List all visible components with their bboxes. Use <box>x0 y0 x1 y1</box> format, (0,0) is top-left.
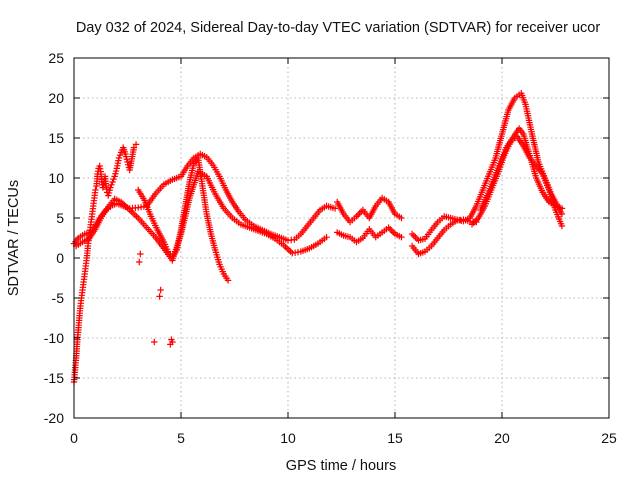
data-point-branch-down <box>224 277 232 284</box>
data-point-late-upper <box>413 235 421 242</box>
x-tick-label: 15 <box>387 430 403 446</box>
y-tick-label: 15 <box>48 130 64 146</box>
data-point-outliers <box>157 286 164 294</box>
data-point-mid-lower <box>398 234 405 241</box>
data-point-early-spike <box>92 186 99 194</box>
data-point-outliers <box>136 258 143 266</box>
data-point-late-mid <box>558 222 566 230</box>
y-tick-label: -10 <box>44 330 64 346</box>
chart-title: Day 032 of 2024, Sidereal Day-to-day VTE… <box>76 20 601 36</box>
data-point-late-upper <box>410 232 417 239</box>
data-point-track-b <box>323 234 330 241</box>
data-point-mid-lower <box>388 227 395 234</box>
y-tick-label: -5 <box>52 290 65 306</box>
plot-frame <box>73 57 610 419</box>
y-tick-label: 25 <box>48 50 64 66</box>
data-point-track-a <box>331 205 339 212</box>
data-points <box>70 90 566 386</box>
data-point-late-branch <box>558 205 566 212</box>
x-tick-label: 25 <box>601 430 617 446</box>
y-tick-label: 10 <box>48 170 64 186</box>
x-tick-label: 5 <box>177 430 185 446</box>
x-tick-label: 0 <box>70 430 78 446</box>
grid-lines <box>74 58 609 418</box>
y-tick-label: -15 <box>44 370 64 386</box>
data-point-outliers <box>137 250 144 258</box>
y-tick-labels: -20 -15 -10 -5 0 5 10 15 20 25 <box>44 50 64 426</box>
data-point-outliers <box>169 338 176 346</box>
data-point-mid-lower <box>386 226 394 233</box>
data-point-early-spike <box>110 176 117 183</box>
data-point-early-spike <box>132 141 140 148</box>
x-tick-label: 10 <box>280 430 296 446</box>
y-tick-label: 0 <box>56 250 64 266</box>
y-tick-label: 5 <box>56 210 64 226</box>
data-point-early-spike <box>115 154 123 162</box>
data-point-outliers <box>156 293 163 300</box>
y-axis-label: SDTVAR / TECUs <box>6 180 22 296</box>
data-point-outliers <box>151 338 158 346</box>
x-axis-label: GPS time / hours <box>286 458 396 474</box>
x-tick-label: 20 <box>494 430 510 446</box>
data-point-early-spike <box>116 152 124 159</box>
data-point-late-upper <box>408 230 416 238</box>
data-point-mid-upper <box>398 214 405 222</box>
y-tick-label: -20 <box>44 410 64 426</box>
axis-ticks <box>73 57 610 419</box>
data-point-early-spike <box>108 181 115 188</box>
data-point-early-spike <box>109 178 116 186</box>
data-point-mid-upper <box>356 210 363 217</box>
y-tick-label: 20 <box>48 90 64 106</box>
data-point-early-spike <box>107 184 114 191</box>
x-tick-labels: 0 5 10 15 20 25 <box>70 430 617 446</box>
data-point-mid-upper <box>354 211 362 218</box>
